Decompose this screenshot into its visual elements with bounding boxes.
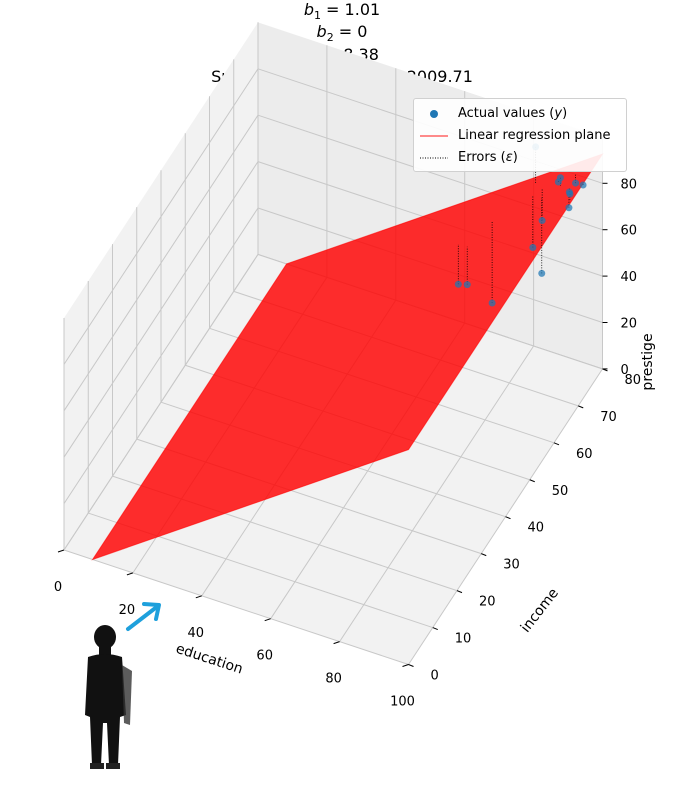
tick-label-x: 60 xyxy=(256,649,273,664)
tick-label-z: 40 xyxy=(621,270,638,285)
tick-label-z: 20 xyxy=(621,317,638,332)
tick-mark-y xyxy=(553,442,560,446)
tick-label-y: 70 xyxy=(600,410,617,425)
axis-label-z: prestige xyxy=(640,333,656,390)
tick-mark-x xyxy=(195,595,202,599)
tick-label-z: 60 xyxy=(621,224,638,239)
data-point xyxy=(463,281,471,289)
dotted-line-icon xyxy=(420,157,448,159)
tick-mark-x xyxy=(333,641,340,645)
data-point xyxy=(538,269,546,277)
tick-mark-x xyxy=(126,572,134,576)
legend-plane: Linear regression plane xyxy=(414,125,626,147)
tick-label-y: 50 xyxy=(552,484,569,499)
data-point xyxy=(454,280,462,288)
legend-errors: Errors (ε) xyxy=(414,147,626,169)
tick-mark-y xyxy=(578,405,584,409)
tick-label-y: 40 xyxy=(528,521,545,536)
gridline-left-z xyxy=(63,161,259,458)
person-silhouette-icon xyxy=(85,625,132,769)
tick-mark-y xyxy=(456,590,463,594)
tick-label-x: 80 xyxy=(325,672,342,687)
gridline-left-z xyxy=(63,114,259,412)
tick-mark-y xyxy=(505,516,511,520)
line-marker-icon xyxy=(420,135,448,137)
tick-label-x: 40 xyxy=(188,626,205,641)
tick-label-y: 80 xyxy=(625,373,642,388)
tick-label-z: 0 xyxy=(621,363,629,378)
tick-label-y: 10 xyxy=(455,632,472,647)
scatter-marker-icon xyxy=(430,110,438,118)
gridline-left-z xyxy=(63,254,259,551)
tick-mark-x xyxy=(402,664,409,667)
person-illustration xyxy=(85,625,132,769)
tick-label-x: 20 xyxy=(119,603,136,618)
tick-label-y: 20 xyxy=(479,595,496,610)
tick-label-x: 100 xyxy=(390,695,415,710)
tick-mark-y xyxy=(432,627,438,631)
tick-mark-y xyxy=(529,479,535,483)
tick-mark-x xyxy=(57,549,65,553)
tick-mark-y xyxy=(408,664,414,667)
gridline-floor-y xyxy=(63,549,409,665)
data-point xyxy=(565,204,573,212)
legend-actual: Actual values (y) xyxy=(414,103,626,125)
tick-label-y: 60 xyxy=(576,447,593,462)
title-b2: b2 = 0 xyxy=(316,22,368,45)
arrow-icon xyxy=(126,602,161,631)
legend: Actual values (y) Linear regression plan… xyxy=(413,98,627,172)
data-point xyxy=(488,299,496,307)
gridline-left-z xyxy=(63,207,259,504)
axis-label-y: income xyxy=(518,585,562,635)
tick-label-y: 30 xyxy=(503,558,520,573)
data-point xyxy=(538,217,546,225)
axis-label-x: education xyxy=(174,641,245,678)
data-point xyxy=(565,188,573,196)
data-point xyxy=(554,178,562,186)
tick-label-z: 80 xyxy=(621,177,638,192)
tick-label-y: 0 xyxy=(431,669,439,684)
tick-mark-y xyxy=(481,553,487,557)
data-point xyxy=(529,243,537,251)
data-point xyxy=(579,181,587,189)
tick-label-x: 0 xyxy=(54,580,62,595)
data-point xyxy=(572,179,580,187)
title-b1: b1 = 1.01 xyxy=(303,0,381,23)
gridline-left-z xyxy=(63,68,259,365)
tick-mark-x xyxy=(264,618,271,622)
